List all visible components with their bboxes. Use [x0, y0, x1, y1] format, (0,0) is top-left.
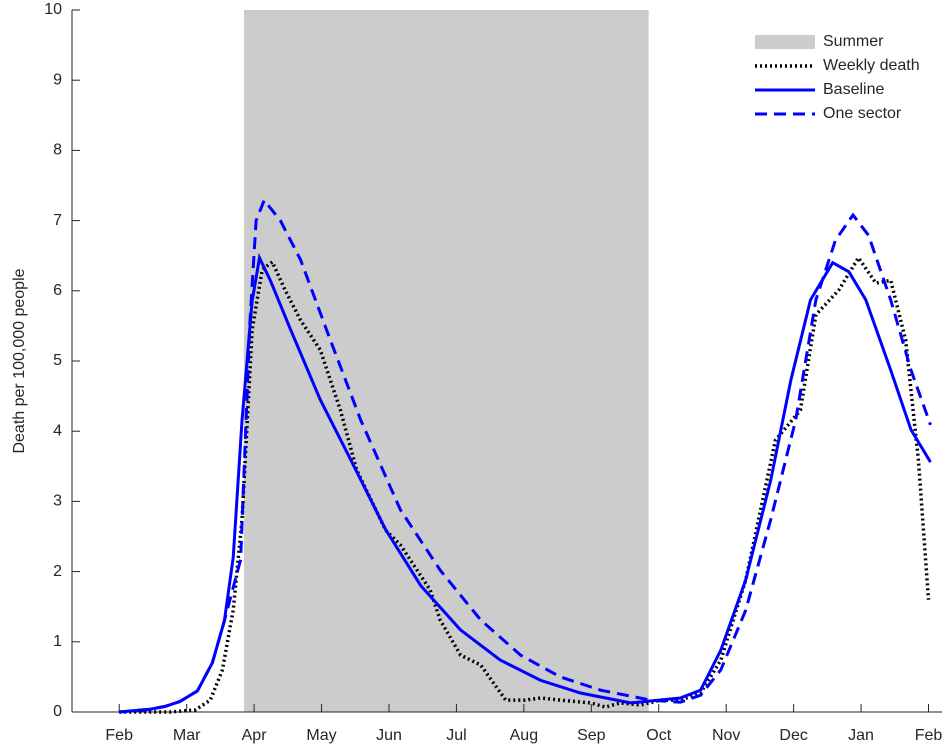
x-tick-label: Mar — [173, 727, 201, 744]
x-tick-label: Oct — [646, 727, 671, 744]
x-tick-label: Dec — [779, 727, 807, 744]
x-tick-label: Feb — [915, 727, 943, 744]
x-tick-label: Aug — [510, 727, 538, 744]
y-tick-label: 9 — [53, 71, 62, 88]
x-tick-label: Apr — [242, 727, 268, 744]
y-axis-label: Death per 100,000 people — [11, 268, 28, 453]
x-tick-label: May — [306, 727, 336, 744]
y-tick-label: 1 — [53, 633, 62, 650]
legend-swatch — [755, 35, 815, 49]
y-tick-label: 5 — [53, 352, 62, 369]
legend-label: Baseline — [823, 81, 884, 98]
y-tick-label: 10 — [44, 1, 62, 18]
legend-label: Summer — [823, 33, 884, 50]
y-tick-label: 2 — [53, 563, 62, 580]
x-tick-label: Nov — [712, 727, 740, 744]
series-line — [119, 197, 932, 714]
legend-label: One sector — [823, 105, 902, 122]
series-line — [119, 254, 931, 714]
y-tick-label: 6 — [53, 282, 62, 299]
y-tick-label: 7 — [53, 212, 62, 229]
legend-label: Weekly death — [823, 57, 920, 74]
x-tick-label: Jun — [376, 727, 402, 744]
x-tick-label: Jan — [848, 727, 874, 744]
x-tick-label: Feb — [105, 727, 133, 744]
x-tick-label: Sep — [577, 727, 606, 744]
y-tick-label: 0 — [53, 703, 62, 720]
y-tick-label: 4 — [53, 422, 62, 439]
y-tick-label: 3 — [53, 493, 62, 510]
y-tick-label: 8 — [53, 142, 62, 159]
summer-span — [243, 10, 649, 712]
x-tick-label: Jul — [446, 727, 466, 744]
